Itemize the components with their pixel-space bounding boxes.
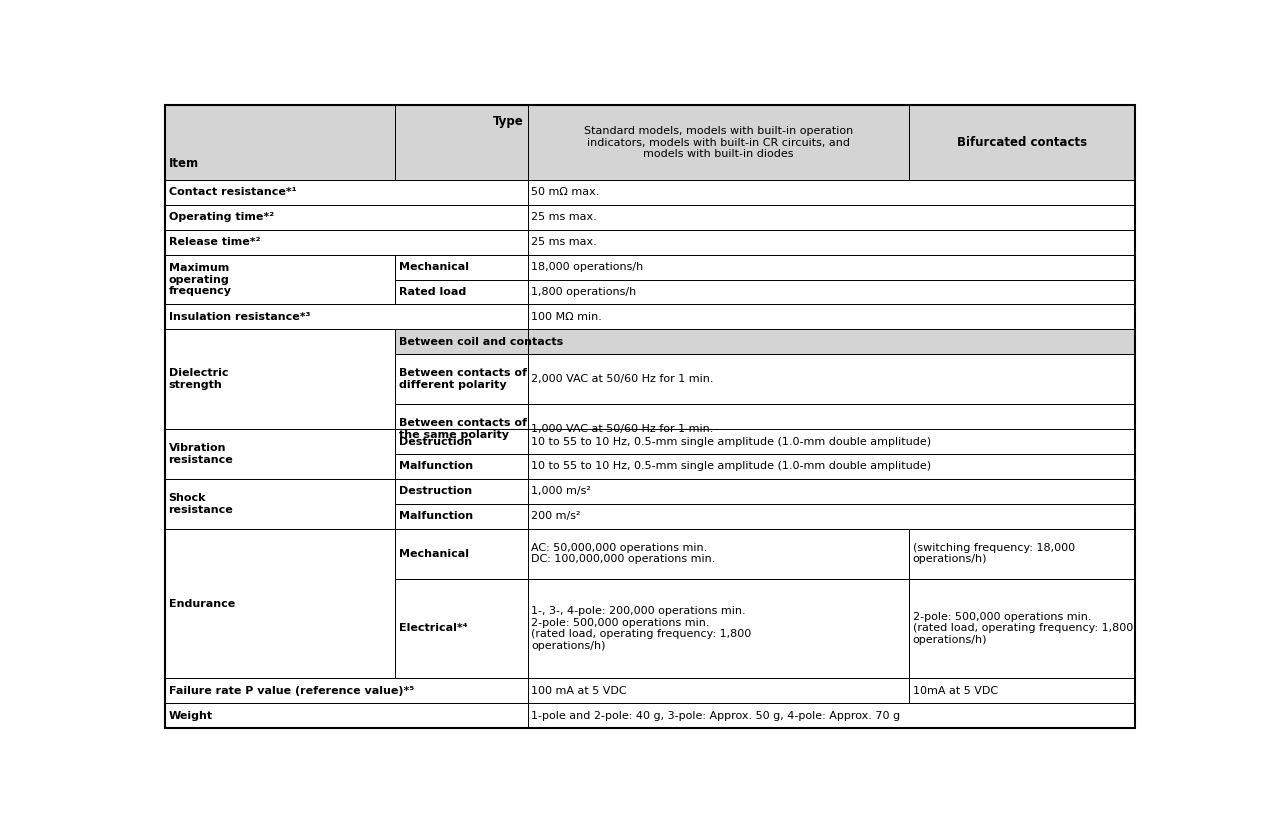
Bar bbox=[165, 529, 394, 678]
Text: Operating time*²: Operating time*² bbox=[169, 212, 274, 222]
Bar bbox=[527, 180, 1135, 205]
Text: 10 to 55 to 10 Hz, 0.5-mm single amplitude (1.0-mm double amplitude): 10 to 55 to 10 Hz, 0.5-mm single amplitu… bbox=[531, 461, 932, 471]
Text: 25 ms max.: 25 ms max. bbox=[531, 212, 597, 222]
Bar bbox=[527, 280, 1135, 304]
Text: Endurance: Endurance bbox=[169, 598, 235, 609]
Text: Between contacts of
the same polarity: Between contacts of the same polarity bbox=[398, 418, 526, 440]
Text: Item: Item bbox=[169, 157, 199, 170]
Bar bbox=[527, 304, 1135, 329]
Text: Mechanical: Mechanical bbox=[398, 262, 469, 272]
Text: Destruction: Destruction bbox=[398, 487, 472, 497]
Text: Destruction: Destruction bbox=[398, 436, 472, 446]
Text: 200 m/s²: 200 m/s² bbox=[531, 512, 581, 521]
Bar bbox=[527, 504, 1135, 529]
Text: Standard models, models with built-in operation
indicators, models with built-in: Standard models, models with built-in op… bbox=[583, 126, 853, 159]
Text: 10mA at 5 VDC: 10mA at 5 VDC bbox=[913, 686, 998, 695]
Bar bbox=[165, 304, 527, 329]
Text: Contact resistance*¹: Contact resistance*¹ bbox=[169, 187, 297, 197]
Bar bbox=[394, 504, 527, 529]
Bar bbox=[394, 479, 527, 504]
Bar bbox=[909, 105, 1135, 180]
Bar bbox=[394, 454, 527, 479]
Text: Dielectric
strength: Dielectric strength bbox=[169, 369, 228, 390]
Text: Between coil and contacts: Between coil and contacts bbox=[398, 337, 563, 346]
Bar bbox=[909, 578, 1135, 678]
Bar bbox=[527, 703, 1135, 728]
Bar bbox=[165, 703, 527, 728]
Bar bbox=[527, 229, 1135, 255]
Text: 2-pole: 500,000 operations min.
(rated load, operating frequency: 1,800
operatio: 2-pole: 500,000 operations min. (rated l… bbox=[913, 612, 1134, 645]
Text: (switching frequency: 18,000
operations/h): (switching frequency: 18,000 operations/… bbox=[913, 543, 1075, 564]
Bar bbox=[394, 105, 527, 180]
Bar bbox=[527, 205, 1135, 229]
Bar bbox=[165, 180, 527, 205]
Text: AC: 50,000,000 operations min.
DC: 100,000,000 operations min.: AC: 50,000,000 operations min. DC: 100,0… bbox=[531, 543, 716, 564]
Bar bbox=[527, 578, 909, 678]
Bar bbox=[527, 354, 1135, 404]
Bar bbox=[527, 255, 1135, 280]
Bar bbox=[394, 404, 527, 454]
Text: 1,000 m/s²: 1,000 m/s² bbox=[531, 487, 591, 497]
Bar bbox=[527, 429, 1135, 454]
Bar bbox=[527, 329, 1135, 354]
Text: Bifurcated contacts: Bifurcated contacts bbox=[957, 136, 1087, 149]
Bar bbox=[165, 479, 394, 529]
Bar bbox=[394, 280, 527, 304]
Text: 2,000 VAC at 50/60 Hz for 1 min.: 2,000 VAC at 50/60 Hz for 1 min. bbox=[531, 375, 714, 384]
Text: Insulation resistance*³: Insulation resistance*³ bbox=[169, 312, 311, 322]
Text: 10 to 55 to 10 Hz, 0.5-mm single amplitude (1.0-mm double amplitude): 10 to 55 to 10 Hz, 0.5-mm single amplitu… bbox=[531, 436, 932, 446]
Text: 18,000 operations/h: 18,000 operations/h bbox=[531, 262, 644, 272]
Bar bbox=[165, 429, 394, 479]
Bar bbox=[394, 329, 527, 354]
Bar bbox=[394, 354, 527, 404]
Text: Electrical*⁴: Electrical*⁴ bbox=[398, 624, 467, 634]
Bar bbox=[394, 255, 527, 280]
Text: 50 mΩ max.: 50 mΩ max. bbox=[531, 187, 600, 197]
Text: Release time*²: Release time*² bbox=[169, 238, 260, 248]
Bar bbox=[909, 678, 1135, 703]
Text: Type: Type bbox=[493, 116, 524, 128]
Bar bbox=[165, 205, 527, 229]
Bar bbox=[165, 678, 527, 703]
Bar bbox=[527, 678, 909, 703]
Bar bbox=[394, 429, 527, 454]
Text: Between contacts of
different polarity: Between contacts of different polarity bbox=[398, 369, 526, 390]
Text: Shock
resistance: Shock resistance bbox=[169, 493, 233, 515]
Bar bbox=[394, 578, 527, 678]
Bar bbox=[909, 529, 1135, 578]
Text: 25 ms max.: 25 ms max. bbox=[531, 238, 597, 248]
Text: Maximum
operating
frequency: Maximum operating frequency bbox=[169, 263, 232, 296]
Text: Mechanical: Mechanical bbox=[398, 549, 469, 559]
Text: Vibration
resistance: Vibration resistance bbox=[169, 443, 233, 464]
Text: 1,800 operations/h: 1,800 operations/h bbox=[531, 287, 637, 297]
Bar bbox=[165, 229, 527, 255]
Bar bbox=[394, 529, 527, 578]
Text: Weight: Weight bbox=[169, 710, 213, 720]
Bar bbox=[527, 479, 1135, 504]
Bar bbox=[527, 529, 909, 578]
Text: 1,000 VAC at 50/60 Hz for 1 min.: 1,000 VAC at 50/60 Hz for 1 min. bbox=[531, 424, 714, 434]
Bar bbox=[165, 329, 394, 429]
Bar bbox=[165, 105, 394, 180]
Text: Malfunction: Malfunction bbox=[398, 512, 473, 521]
Text: Failure rate P value (reference value)*⁵: Failure rate P value (reference value)*⁵ bbox=[169, 686, 413, 695]
Text: 1-pole and 2-pole: 40 g, 3-pole: Approx. 50 g, 4-pole: Approx. 70 g: 1-pole and 2-pole: 40 g, 3-pole: Approx.… bbox=[531, 710, 900, 720]
Text: 1-, 3-, 4-pole: 200,000 operations min.
2-pole: 500,000 operations min.
(rated l: 1-, 3-, 4-pole: 200,000 operations min. … bbox=[531, 606, 752, 651]
Bar bbox=[527, 105, 909, 180]
Text: 100 MΩ min.: 100 MΩ min. bbox=[531, 312, 602, 322]
Bar bbox=[527, 454, 1135, 479]
Bar bbox=[165, 255, 394, 304]
Text: Rated load: Rated load bbox=[398, 287, 465, 297]
Text: Malfunction: Malfunction bbox=[398, 461, 473, 471]
Bar bbox=[527, 404, 1135, 454]
Text: 100 mA at 5 VDC: 100 mA at 5 VDC bbox=[531, 686, 628, 695]
